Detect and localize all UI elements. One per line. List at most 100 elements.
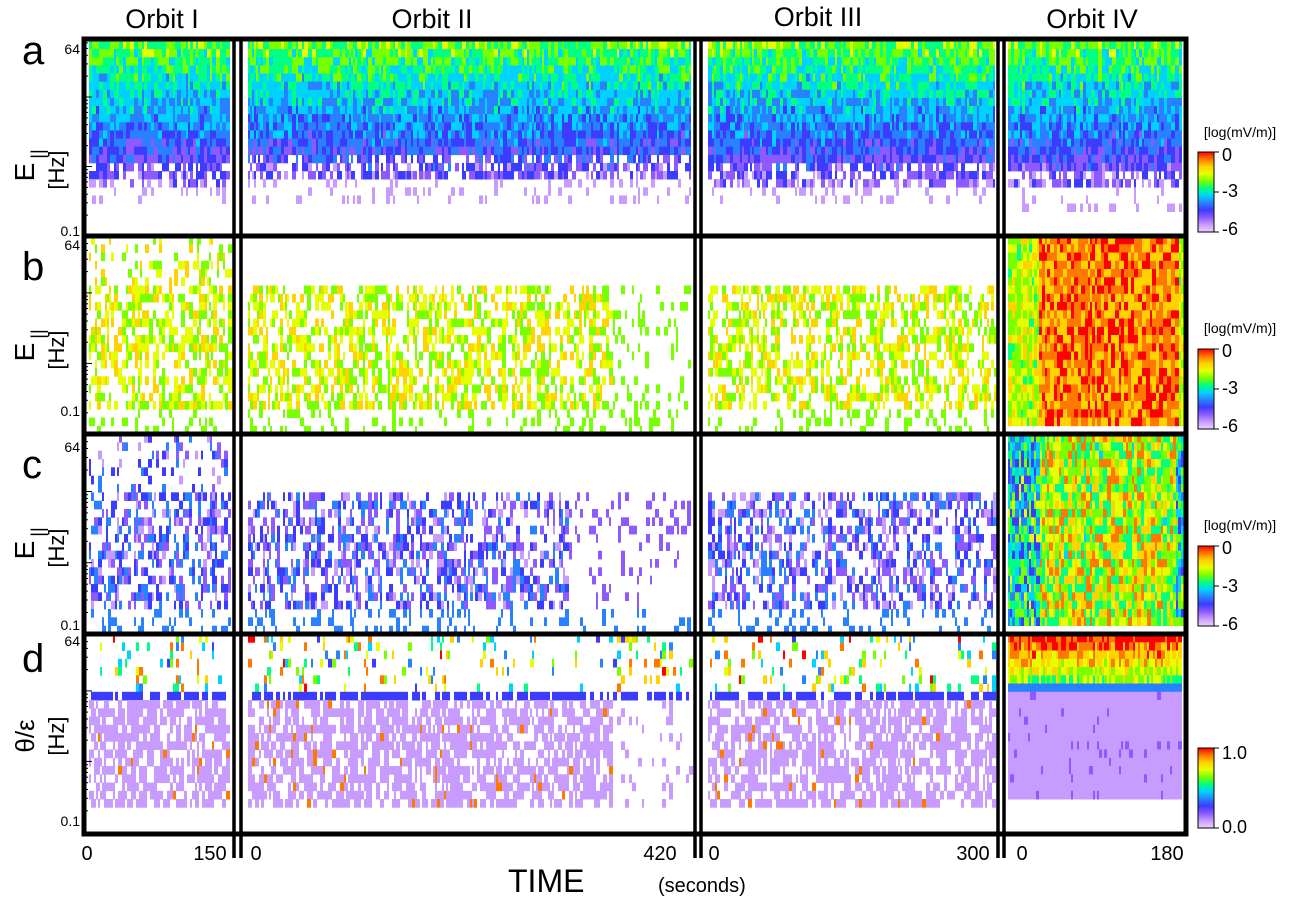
spectrogram-cell (466, 97, 469, 107)
spectrogram-cell (776, 41, 780, 50)
spectrogram-cell (544, 89, 548, 99)
spectrogram-cell (216, 122, 220, 131)
spectrogram-cell (903, 130, 907, 139)
spectrogram-cell (542, 106, 544, 115)
spectrogram-cell (813, 89, 815, 99)
spectrogram-cell (500, 171, 503, 180)
spectrogram-cell (810, 179, 813, 188)
spectrogram-cell (507, 89, 511, 99)
spectrogram-cell (762, 138, 766, 147)
spectrogram-cell (876, 65, 880, 74)
spectrogram-cell (92, 179, 96, 188)
spectrogram-cell (714, 114, 716, 123)
spectrogram-cell (116, 154, 119, 164)
spectrogram-cell (273, 162, 277, 172)
spectrogram-cell (375, 146, 379, 156)
spectrogram-cell (308, 65, 312, 74)
spectrogram-cell (655, 41, 657, 50)
spectrogram-cell (411, 97, 413, 107)
spectrogram-cell (138, 122, 142, 131)
spectrogram-cell (726, 97, 730, 107)
spectrogram-cell (787, 179, 791, 188)
spectrogram-cell (880, 171, 883, 180)
spectrogram-cell (198, 171, 200, 180)
spectrogram-cell (874, 73, 876, 82)
spectrogram-cell (524, 154, 527, 164)
spectrogram-cell (114, 130, 116, 139)
spectrogram-cell (558, 97, 562, 107)
spectrogram-cell (222, 81, 226, 91)
spectrogram-cell (723, 73, 726, 82)
spectrogram-cell (395, 73, 398, 82)
spectrogram-cell (210, 65, 212, 74)
spectrogram-cell (603, 146, 607, 156)
spectrogram-cell (929, 122, 933, 131)
spectrogram-cell (712, 114, 714, 123)
spectrogram-cell (828, 106, 832, 115)
spectrogram-cell (965, 97, 967, 107)
spectrogram-cell (617, 114, 619, 123)
spectrogram-cell (188, 97, 190, 107)
spectrogram-cell (623, 114, 627, 123)
spectrogram-cell (828, 154, 832, 164)
spectrogram-cell (742, 65, 744, 74)
spectrogram-cell (169, 138, 173, 147)
spectrogram-cell (542, 130, 544, 139)
spectrogram-cell (627, 106, 630, 115)
spectrogram-cell (865, 122, 869, 131)
spectrogram-cell (260, 146, 263, 156)
spectrogram-cell (593, 41, 596, 50)
spectrogram-cell (1032, 57, 1036, 66)
spectrogram-cell (890, 171, 892, 180)
spectrogram-cell (607, 162, 610, 172)
spectrogram-cell (600, 162, 603, 172)
spectrogram-cell (578, 179, 582, 188)
spectrogram-cell (663, 81, 667, 91)
spectrogram-cell (277, 57, 281, 66)
spectrogram-cell (363, 171, 366, 180)
spectrogram-cell (186, 49, 188, 58)
spectrogram-cell (431, 106, 433, 115)
spectrogram-cell (134, 57, 138, 66)
spectrogram-cell (832, 89, 835, 99)
spectrogram-cell (342, 138, 345, 147)
spectrogram-cell (89, 106, 92, 115)
spectrogram-cell (586, 49, 589, 58)
spectrogram-cell (1011, 179, 1014, 188)
spectrogram-cell (411, 146, 413, 156)
spectrogram-cell (1014, 114, 1018, 123)
spectrogram-cell (92, 41, 96, 50)
spectrogram-cell (110, 41, 114, 50)
spectrogram-cell (258, 89, 260, 99)
spectrogram-cell (532, 114, 534, 123)
spectrogram-cell (716, 154, 720, 164)
spectrogram-cell (757, 57, 760, 66)
spectrogram-cell (754, 122, 757, 131)
spectrogram-cell (973, 130, 977, 139)
spectrogram-cell (874, 41, 876, 50)
spectrogram-cell (646, 187, 648, 196)
spectrogram-cell (349, 89, 351, 99)
spectrogram-cell (735, 97, 737, 107)
spectrogram-cell (752, 57, 754, 66)
spectrogram-cell (586, 138, 589, 147)
spectrogram-cell (880, 57, 883, 66)
spectrogram-cell (357, 57, 361, 66)
spectrogram-cell (855, 106, 858, 115)
spectrogram-cell (158, 73, 162, 82)
spectrogram-cell (411, 138, 413, 147)
spectrogram-cell (899, 138, 903, 147)
spectrogram-cell (193, 130, 196, 139)
spectrogram-cell (544, 138, 548, 147)
spectrogram-cell (204, 49, 207, 58)
spectrogram-cell (954, 154, 956, 164)
spectrogram-cell (861, 114, 863, 123)
spectrogram-cell (277, 89, 281, 99)
spectrogram-cell (284, 73, 288, 82)
spectrogram-cell (522, 138, 524, 147)
spectrogram-cell (954, 57, 956, 66)
spectrogram-cell (863, 89, 865, 99)
spectrogram-cell (663, 138, 667, 147)
spectrogram-cell (708, 57, 712, 66)
spectrogram-cell (256, 81, 258, 91)
